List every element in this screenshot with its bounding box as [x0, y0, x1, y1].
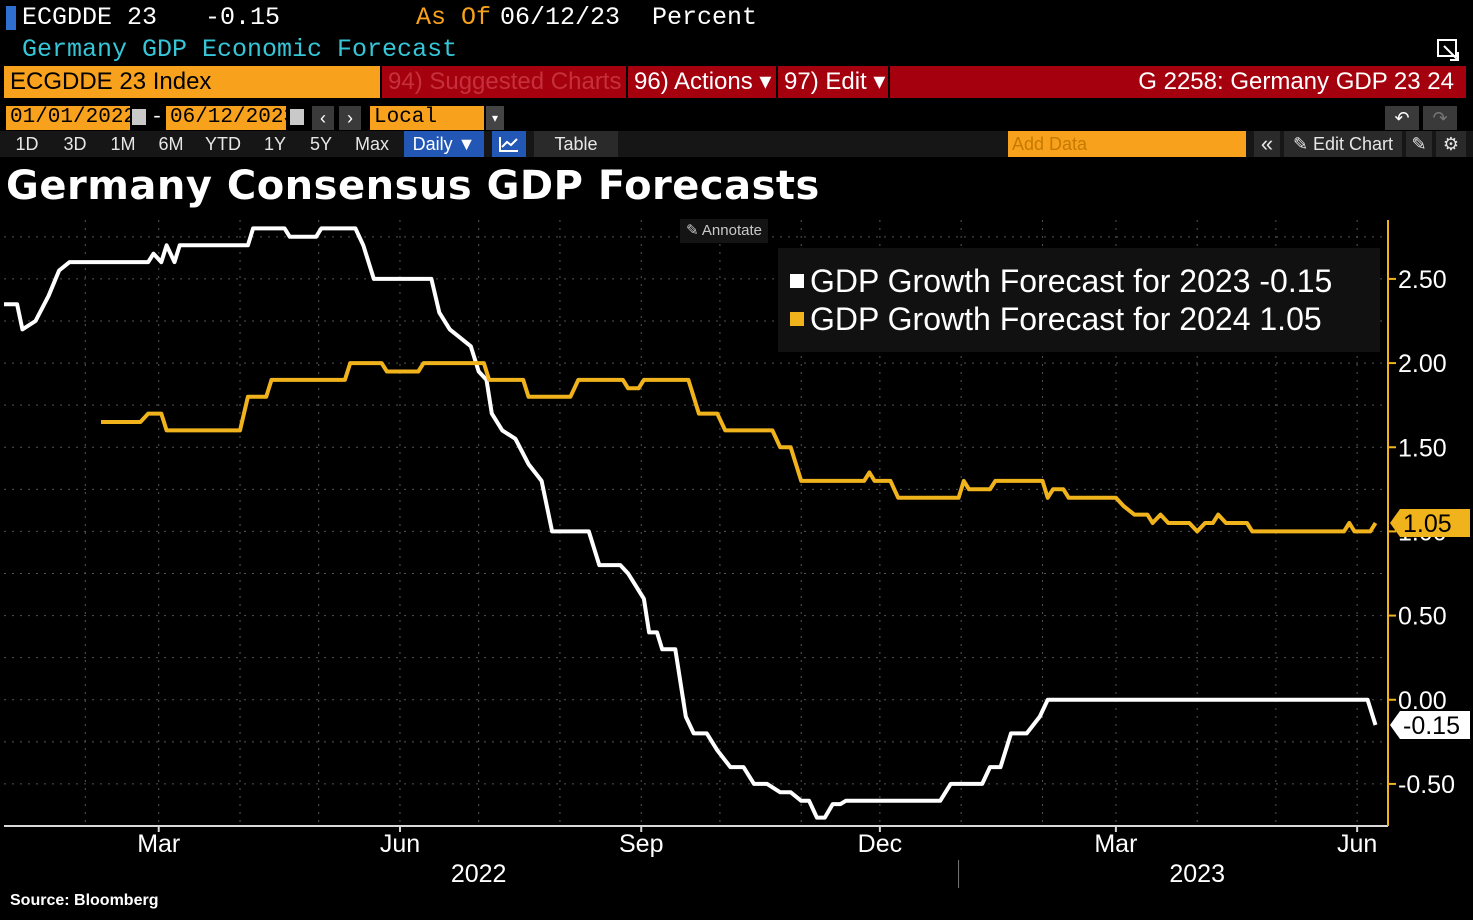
redo-icon[interactable]: ↷: [1423, 106, 1457, 130]
ticker-header: ECGDDE 23 -0.15 As Of 06/12/23 Percent: [0, 0, 1473, 36]
legend-label-2024: GDP Growth Forecast for 2024: [810, 301, 1251, 337]
tab-1m[interactable]: 1M: [110, 134, 136, 154]
tab-max[interactable]: Max: [354, 134, 389, 154]
x-tick-label: Mar: [137, 830, 180, 858]
y-tick-label: 1.50: [1398, 434, 1447, 462]
legend-item-2023[interactable]: GDP Growth Forecast for 2023 -0.15: [790, 262, 1332, 300]
undo-icon[interactable]: ↶: [1385, 106, 1419, 130]
tab-5y[interactable]: 5Y: [309, 134, 333, 154]
legend-value-2024: 1.05: [1259, 301, 1322, 337]
currency-dropdown-icon[interactable]: ▾: [486, 106, 504, 130]
y-tick-label: 0.00: [1398, 687, 1447, 715]
date-separator: -: [151, 106, 164, 129]
currency-select[interactable]: Local CCY: [370, 106, 484, 153]
next-period-button[interactable]: ›: [339, 106, 361, 130]
last-value-tag-2023: -0.15: [1390, 711, 1470, 740]
last-value-tag-bg: [1390, 509, 1470, 537]
y-tick-label: 2.00: [1398, 350, 1447, 378]
period-tabs: 1D 3D 1M 6M YTD 1Y 5Y Max Daily ▼ Table …: [0, 131, 1473, 157]
y-tick-label: -0.50: [1398, 771, 1455, 799]
unit-label: Percent: [652, 3, 758, 32]
x-tick-label: Jun: [380, 830, 420, 858]
start-calendar-icon[interactable]: [132, 109, 146, 125]
security-description: Germany GDP Economic Forecast: [22, 35, 458, 64]
series-line-2024: [101, 361, 1378, 534]
tab-3d[interactable]: 3D: [63, 134, 87, 154]
tab-1y[interactable]: 1Y: [263, 134, 287, 154]
annotate-button[interactable]: ✎ Annotate: [680, 219, 768, 243]
last-value-tag-2024: 1.05: [1390, 509, 1470, 538]
date-range-bar: 01/01/2022 - 06/12/2023 ‹ › Local CCY ▾ …: [0, 103, 1473, 153]
last-value-tag-label: 1.05: [1403, 510, 1452, 538]
x-tick-label: Jun: [1337, 830, 1377, 858]
edit-menu-button[interactable]: 97) Edit ▾: [778, 66, 888, 98]
toolbar: ECGDDE 23 Index 94) Suggested Charts 96)…: [0, 66, 1473, 98]
line-chart-icon[interactable]: [492, 131, 526, 157]
tab-ytd[interactable]: YTD: [205, 134, 241, 154]
series-line-2023: [4, 226, 1378, 820]
legend-label-2023: GDP Growth Forecast for 2023: [810, 263, 1251, 299]
legend-item-2024[interactable]: GDP Growth Forecast for 2024 1.05: [790, 300, 1322, 338]
chart-title: Germany Consensus GDP Forecasts: [6, 163, 820, 209]
security-field[interactable]: ECGDDE 23 Index: [4, 66, 380, 98]
actions-menu-button[interactable]: 96) Actions ▾: [628, 66, 776, 98]
annotate-label: Annotate: [701, 222, 762, 239]
prev-period-button[interactable]: ‹: [312, 106, 334, 130]
legend-swatch-2024: [790, 311, 804, 326]
tab-6m[interactable]: 6M: [158, 134, 184, 154]
collapse-button[interactable]: «: [1254, 131, 1280, 157]
suggested-charts-button[interactable]: 94) Suggested Charts: [382, 66, 626, 98]
as-of-label: As Of: [416, 3, 492, 32]
export-icon[interactable]: [1436, 38, 1464, 64]
start-date-input[interactable]: 01/01/2022: [6, 106, 136, 130]
ticker-symbol[interactable]: ECGDDE 23: [22, 3, 158, 32]
source-label: Source: Bloomberg: [10, 892, 159, 909]
chart-settings-icon[interactable]: ✎: [1406, 131, 1432, 157]
year-label: 2022: [451, 860, 507, 888]
add-data-input[interactable]: Add Data: [1008, 131, 1246, 157]
ticker-value: -0.15: [205, 3, 281, 32]
x-tick-label: Sep: [619, 830, 663, 858]
gear-icon[interactable]: ⚙: [1436, 131, 1466, 157]
as-of-date[interactable]: 06/12/23: [500, 3, 621, 32]
annotate-icon: ✎: [686, 222, 702, 239]
table-button[interactable]: Table: [534, 131, 618, 157]
end-calendar-icon[interactable]: [290, 109, 304, 125]
legend-swatch-2023: [790, 273, 804, 288]
last-value-tag-label: -0.15: [1403, 712, 1460, 740]
end-date-input[interactable]: 06/12/2023: [166, 106, 296, 130]
legend-value-2023: -0.15: [1259, 263, 1333, 299]
chart-id-label: G 2258: Germany GDP 23 24: [890, 66, 1466, 98]
x-tick-label: Dec: [858, 830, 902, 858]
x-tick-label: Mar: [1094, 830, 1137, 858]
y-tick-label: 2.50: [1398, 266, 1447, 294]
tab-1d[interactable]: 1D: [15, 134, 39, 154]
edit-chart-button[interactable]: ✎ Edit Chart: [1284, 131, 1402, 157]
y-tick-label: 0.50: [1398, 603, 1447, 631]
ticker-marker: [6, 6, 16, 30]
year-label: 2023: [1169, 860, 1225, 888]
frequency-dropdown[interactable]: Daily ▼: [404, 131, 484, 157]
chart-legend: GDP Growth Forecast for 2023 -0.15 GDP G…: [778, 248, 1380, 352]
last-value-tag-bg: [1390, 711, 1470, 739]
